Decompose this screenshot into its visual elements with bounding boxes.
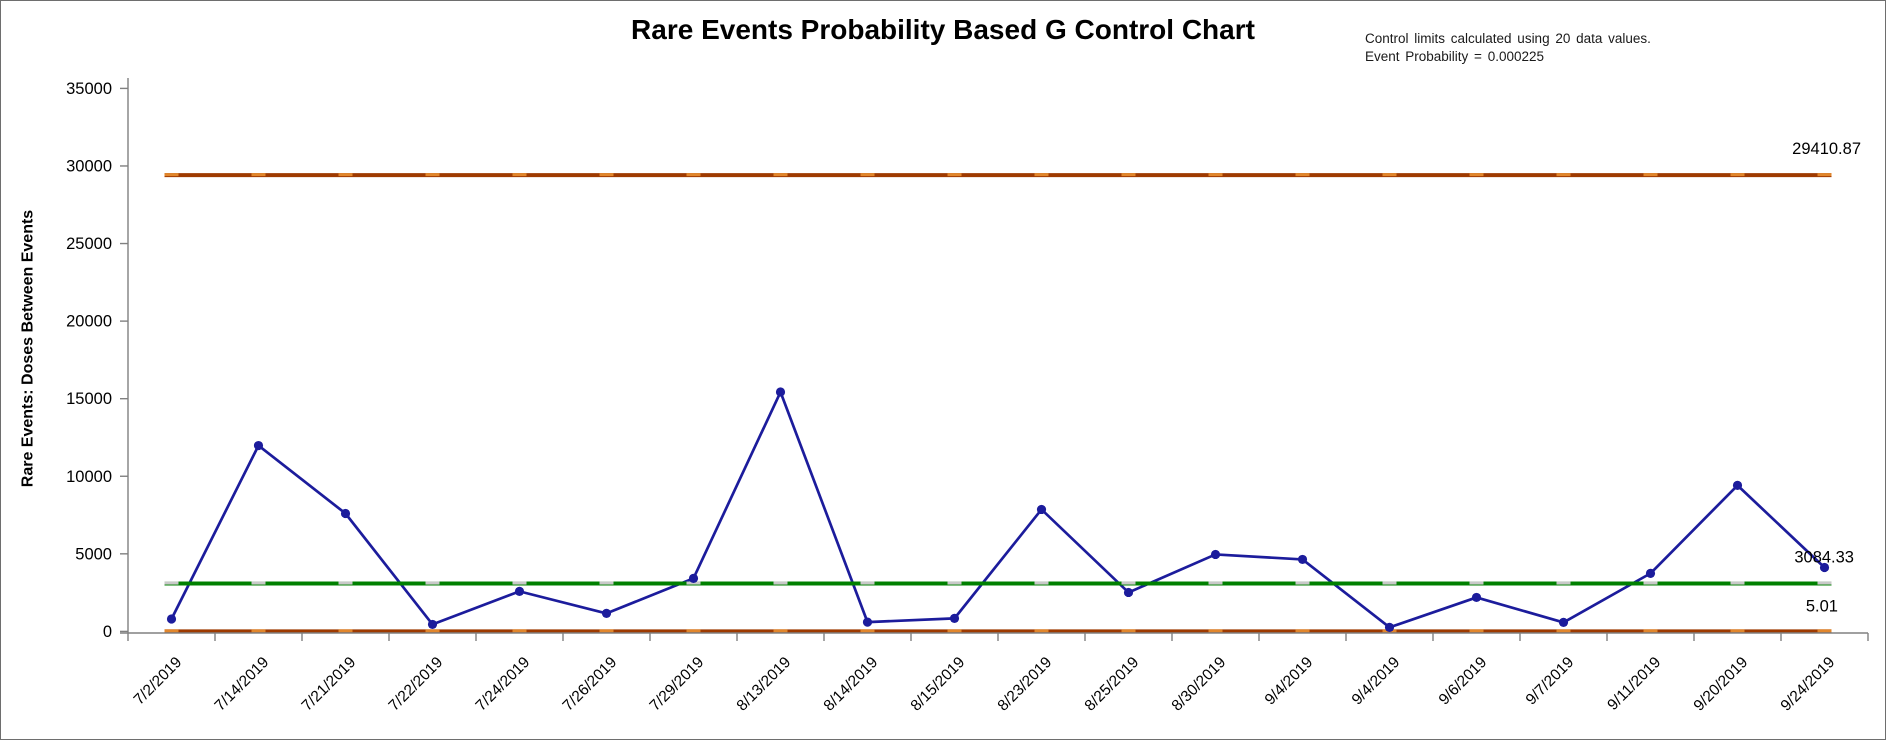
data-point <box>775 387 786 397</box>
y-axis-tick-label: 0 <box>103 623 112 641</box>
y-axis-tick-label: 35000 <box>66 80 112 98</box>
x-axis-category-label: 8/30/2019 <box>1169 654 1230 715</box>
annotation-line-1: Control limits calculated using 20 data … <box>1365 31 1651 46</box>
x-axis-category-label: 7/14/2019 <box>212 654 273 715</box>
data-point <box>1036 504 1047 515</box>
data-point <box>949 613 960 623</box>
x-axis-category-label: 8/25/2019 <box>1082 654 1143 715</box>
data-point <box>1123 587 1134 598</box>
data-point <box>1384 622 1395 632</box>
center-line-value-label: 3084.33 <box>1794 549 1854 567</box>
data-point <box>340 508 351 519</box>
x-axis-category-label: 8/13/2019 <box>734 654 795 715</box>
x-axis-category-label: 7/21/2019 <box>299 654 360 715</box>
x-axis-category-label: 9/11/2019 <box>1604 654 1664 714</box>
data-point <box>166 614 177 624</box>
ucl-value-label: 29410.87 <box>1792 140 1861 158</box>
data-point <box>601 608 612 619</box>
data-point <box>514 586 525 596</box>
data-point <box>1819 562 1830 573</box>
x-axis-category-label: 9/24/2019 <box>1778 654 1839 715</box>
x-axis-category-label: 7/29/2019 <box>647 654 708 715</box>
x-axis-category-label: 9/4/2019 <box>1262 654 1317 709</box>
x-axis-category-label: 7/2/2019 <box>131 654 186 709</box>
y-axis-tick-label: 5000 <box>75 545 112 563</box>
data-point <box>253 440 264 451</box>
data-point <box>862 617 873 627</box>
data-point <box>427 619 438 630</box>
y-axis-tick-label: 25000 <box>66 235 112 253</box>
x-axis-category-label: 7/26/2019 <box>560 654 621 715</box>
data-point <box>1210 549 1221 560</box>
y-axis-tick-label: 15000 <box>66 390 112 408</box>
data-series-line <box>170 390 1826 629</box>
x-axis-category-label: 8/14/2019 <box>821 654 882 715</box>
x-axis-category-label: 8/23/2019 <box>995 654 1056 715</box>
chart-title: Rare Events Probability Based G Control … <box>631 14 1255 45</box>
data-point <box>1297 554 1308 565</box>
x-axis-category-label: 9/20/2019 <box>1691 654 1752 715</box>
annotation-line-2: Event Probability = 0.000225 <box>1365 48 1544 64</box>
x-axis-category-label: 9/6/2019 <box>1436 654 1491 709</box>
x-axis-category-label: 7/22/2019 <box>386 654 447 715</box>
control-limit-annotation: Control limits calculated using 20 data … <box>1365 30 1651 66</box>
x-axis-category-label: 9/7/2019 <box>1523 654 1578 709</box>
data-point <box>1645 568 1656 578</box>
lcl-value-label: 5.01 <box>1806 598 1838 616</box>
x-axis-category-label: 9/4/2019 <box>1349 654 1404 709</box>
y-axis-tick-label: 10000 <box>66 468 112 486</box>
x-axis-category-label: 8/15/2019 <box>908 654 969 715</box>
y-axis-tick-label: 30000 <box>66 157 112 175</box>
data-point <box>1732 480 1743 491</box>
data-point <box>1558 617 1569 628</box>
data-point <box>688 573 699 583</box>
data-point <box>1471 592 1482 603</box>
y-axis-tick-label: 20000 <box>66 313 112 331</box>
x-axis-category-label: 7/24/2019 <box>473 654 534 715</box>
